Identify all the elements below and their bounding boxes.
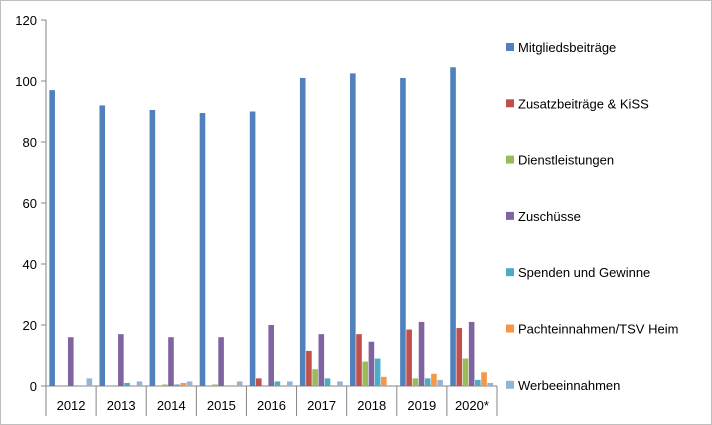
legend-label: Mitgliedsbeiträge [518, 40, 616, 55]
legend-label: Dienstleistungen [518, 153, 614, 168]
x-tick-label: 2017 [307, 398, 336, 413]
bar [161, 384, 168, 386]
bar [468, 321, 475, 386]
legend-label: Zusatzbeiträge & KiSS [518, 96, 649, 111]
bar [124, 382, 130, 386]
bar [362, 361, 369, 386]
bar [400, 77, 406, 386]
bar [86, 378, 93, 386]
bar [350, 73, 356, 386]
bar [318, 334, 325, 386]
bar [299, 77, 306, 386]
bar [374, 358, 381, 386]
bar [412, 378, 419, 386]
bar [456, 328, 463, 386]
x-tick-label: 2012 [57, 398, 86, 413]
y-tick-label: 40 [23, 257, 37, 272]
legend-swatch [506, 155, 514, 164]
legend: Mitgliedsbeiträge Zusatzbeiträge & KiSS Di… [506, 40, 678, 393]
legend-label: Spenden und Gewinne [518, 265, 650, 280]
bar [274, 381, 281, 386]
x-tick-label: 2019 [407, 398, 436, 413]
bar [337, 381, 343, 386]
bar [481, 372, 487, 386]
bar [218, 337, 224, 386]
bar [236, 381, 243, 386]
bar [368, 341, 375, 386]
bar [168, 337, 174, 386]
bar [174, 384, 180, 386]
bar [306, 350, 312, 386]
legend-swatch [506, 268, 514, 277]
bar [268, 325, 274, 386]
bar [450, 67, 456, 387]
legend-swatch [506, 99, 514, 108]
bar [324, 378, 331, 386]
bar [312, 369, 318, 386]
bar [212, 384, 218, 386]
bar [418, 321, 425, 386]
legend-label: Pachteinnahmen/TSV Heim [518, 322, 678, 337]
bar [487, 382, 494, 386]
bar [49, 90, 55, 387]
x-tick-label: 2020* [455, 398, 489, 413]
y-tick-label: 60 [23, 196, 37, 211]
bar [356, 334, 362, 386]
legend-label: Werbeeinnahmen [518, 378, 620, 393]
legend-label: Zuschüsse [518, 209, 581, 224]
x-tick-label: 2016 [257, 398, 286, 413]
y-tick-label: 100 [15, 74, 37, 89]
bar [287, 381, 293, 386]
bar [67, 337, 74, 386]
bar [431, 373, 437, 386]
y-tick-label: 120 [15, 13, 37, 28]
bar [118, 334, 124, 386]
bar [199, 113, 206, 387]
y-tick-label: 0 [30, 379, 37, 394]
legend-swatch [506, 43, 514, 51]
x-tick-label: 2014 [157, 398, 186, 413]
bar [149, 109, 156, 386]
legend-swatch [506, 211, 514, 220]
bar [136, 381, 143, 386]
bar [462, 358, 469, 386]
bar [186, 381, 193, 386]
legend-swatch [506, 380, 514, 389]
y-tick-label: 20 [23, 318, 37, 333]
bar [437, 379, 443, 386]
bar [381, 376, 387, 386]
bar [475, 379, 481, 386]
plot-area: 0 20 40 60 80 100 120 2012 2013 2014 2015 2016 2017 2… [15, 13, 498, 416]
bar [180, 382, 187, 386]
bar [424, 378, 431, 386]
x-tick-label: 2018 [357, 398, 386, 413]
x-tick-label: 2013 [107, 398, 136, 413]
y-tick-label: 80 [23, 135, 37, 150]
bar [249, 111, 256, 386]
bar [256, 378, 262, 386]
bar [406, 329, 412, 386]
legend-swatch [506, 324, 514, 333]
bar [99, 105, 106, 387]
x-tick-label: 2015 [207, 398, 236, 413]
